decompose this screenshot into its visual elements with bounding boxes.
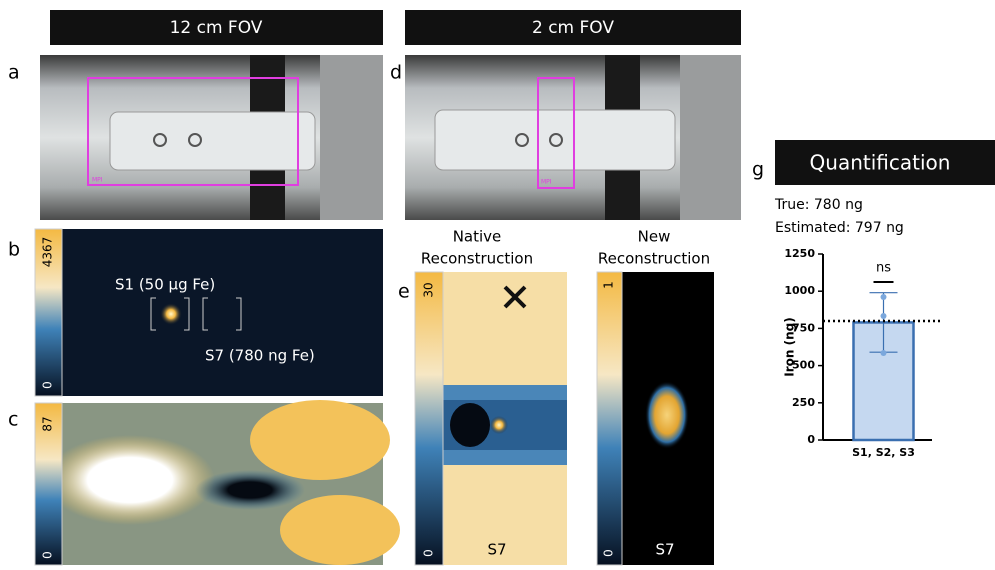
heatmap-layer [450, 403, 490, 447]
sample-label: S7 (780 ng Fe) [205, 347, 315, 365]
colorbar-max: 4367 [41, 237, 55, 268]
panel-title: Reconstruction [598, 250, 710, 268]
panel-title: New [638, 228, 671, 246]
page: 12 cm FOV 2 cm FOV a b c d e f g MPI MPI… [0, 0, 995, 566]
panel-letter: a [8, 62, 20, 84]
panel-title: Native [453, 228, 502, 246]
colorbar [415, 272, 443, 565]
y-tick-label: 0 [807, 433, 815, 446]
colorbar-max: 1 [602, 281, 616, 289]
panel-letter: b [8, 239, 20, 261]
sample-label: S7 [487, 541, 506, 559]
data-point [881, 350, 887, 356]
y-axis-label: Iron (ng) [783, 317, 797, 376]
panel-title: Quantification [810, 151, 951, 175]
heatmap [35, 229, 383, 396]
annotation: ns [876, 261, 891, 276]
heatmap-layer [280, 495, 400, 565]
header: 12 cm FOV [170, 18, 263, 38]
x-tick-label: S1, S2, S3 [852, 446, 915, 459]
header: 2 cm FOV [532, 18, 614, 38]
signal-spot [490, 416, 508, 434]
data-point [881, 294, 887, 300]
estimated-text: Estimated: 797 ng [775, 220, 904, 236]
y-tick-label: 1000 [784, 284, 815, 297]
photo-part [435, 110, 675, 170]
panel-letter: g [752, 159, 764, 181]
y-tick-label: 250 [792, 396, 815, 409]
colorbar-max: 87 [41, 416, 55, 431]
signal-spot [645, 381, 689, 449]
colorbar-min: 0 [41, 551, 55, 559]
panel-letter: d [390, 62, 402, 84]
panel-title: Reconstruction [421, 250, 533, 268]
colorbar-min: 0 [41, 381, 55, 389]
colorbar-max: 30 [422, 282, 436, 297]
colorbar-min: 0 [602, 549, 616, 557]
heatmap-layer [195, 470, 305, 510]
data-point [881, 313, 887, 319]
sample-label: S1 (50 µg Fe) [115, 276, 215, 294]
figure: 12 cm FOV 2 cm FOV a b c d e f g MPI MPI… [0, 0, 995, 566]
photo-part [320, 55, 383, 220]
heatmap-layer [250, 400, 390, 480]
colorbar [597, 272, 622, 565]
fov-label: MPI [92, 177, 103, 184]
photo-part [680, 55, 741, 220]
signal-spot [160, 303, 182, 325]
panel-letter: c [8, 409, 18, 431]
fov-label: MPI [541, 179, 552, 186]
panel-letter: e [398, 281, 410, 303]
sample-label: S7 [655, 541, 674, 559]
colorbar-min: 0 [422, 549, 436, 557]
heatmap-layer [45, 435, 215, 525]
photo-part [110, 112, 315, 170]
true-text: True: 780 ng [774, 197, 863, 213]
y-tick-label: 1250 [784, 247, 815, 260]
